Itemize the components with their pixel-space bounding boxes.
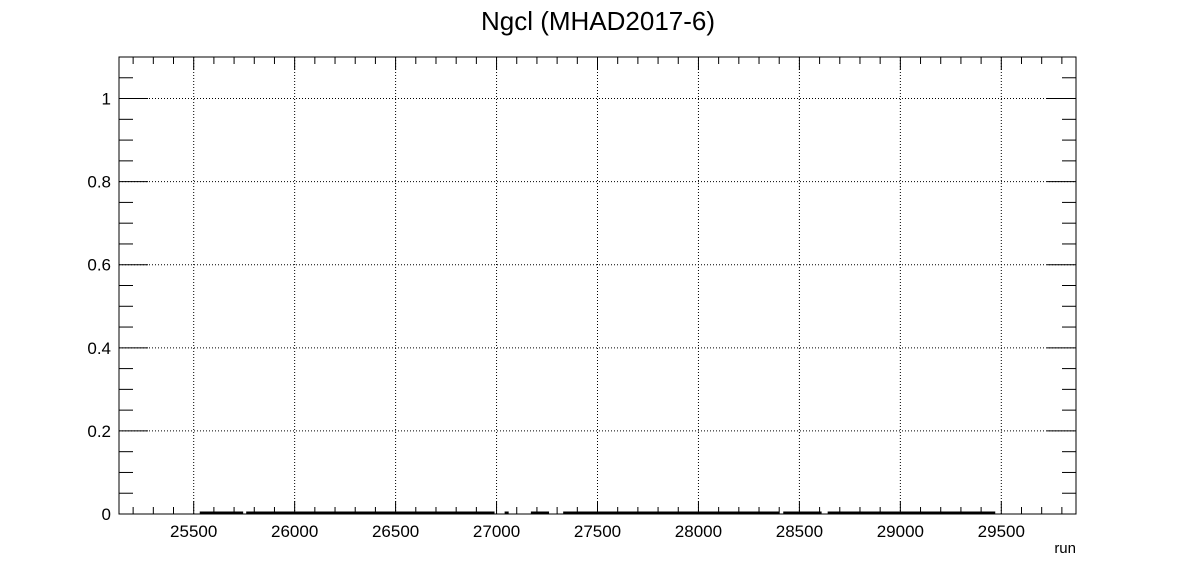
x-tick-label: 26000	[271, 522, 318, 541]
grid	[119, 57, 1076, 514]
y-tick-label: 0.6	[87, 256, 111, 275]
chart-title: Ngcl (MHAD2017-6)	[481, 6, 715, 36]
y-tick-label: 0.8	[87, 173, 111, 192]
plot-frame	[118, 56, 1077, 515]
x-tick-label: 28000	[675, 522, 722, 541]
y-tick-label: 1	[102, 90, 111, 109]
x-tick-label: 27000	[473, 522, 520, 541]
y-tick-label: 0.4	[87, 339, 111, 358]
y-tick-label: 0	[102, 505, 111, 524]
y-tick-label: 0.2	[87, 422, 111, 441]
x-tick-label: 29000	[877, 522, 924, 541]
x-tick-label: 28500	[776, 522, 823, 541]
x-tick-label: 25500	[170, 522, 217, 541]
x-tick-label: 27500	[574, 522, 621, 541]
tick-labels: 25500 26000 26500 27000 27500 28000 28500 29000…	[87, 90, 1025, 541]
x-axis-label: run	[1054, 540, 1076, 557]
x-tick-label: 26500	[372, 522, 419, 541]
x-tick-label: 29500	[978, 522, 1025, 541]
